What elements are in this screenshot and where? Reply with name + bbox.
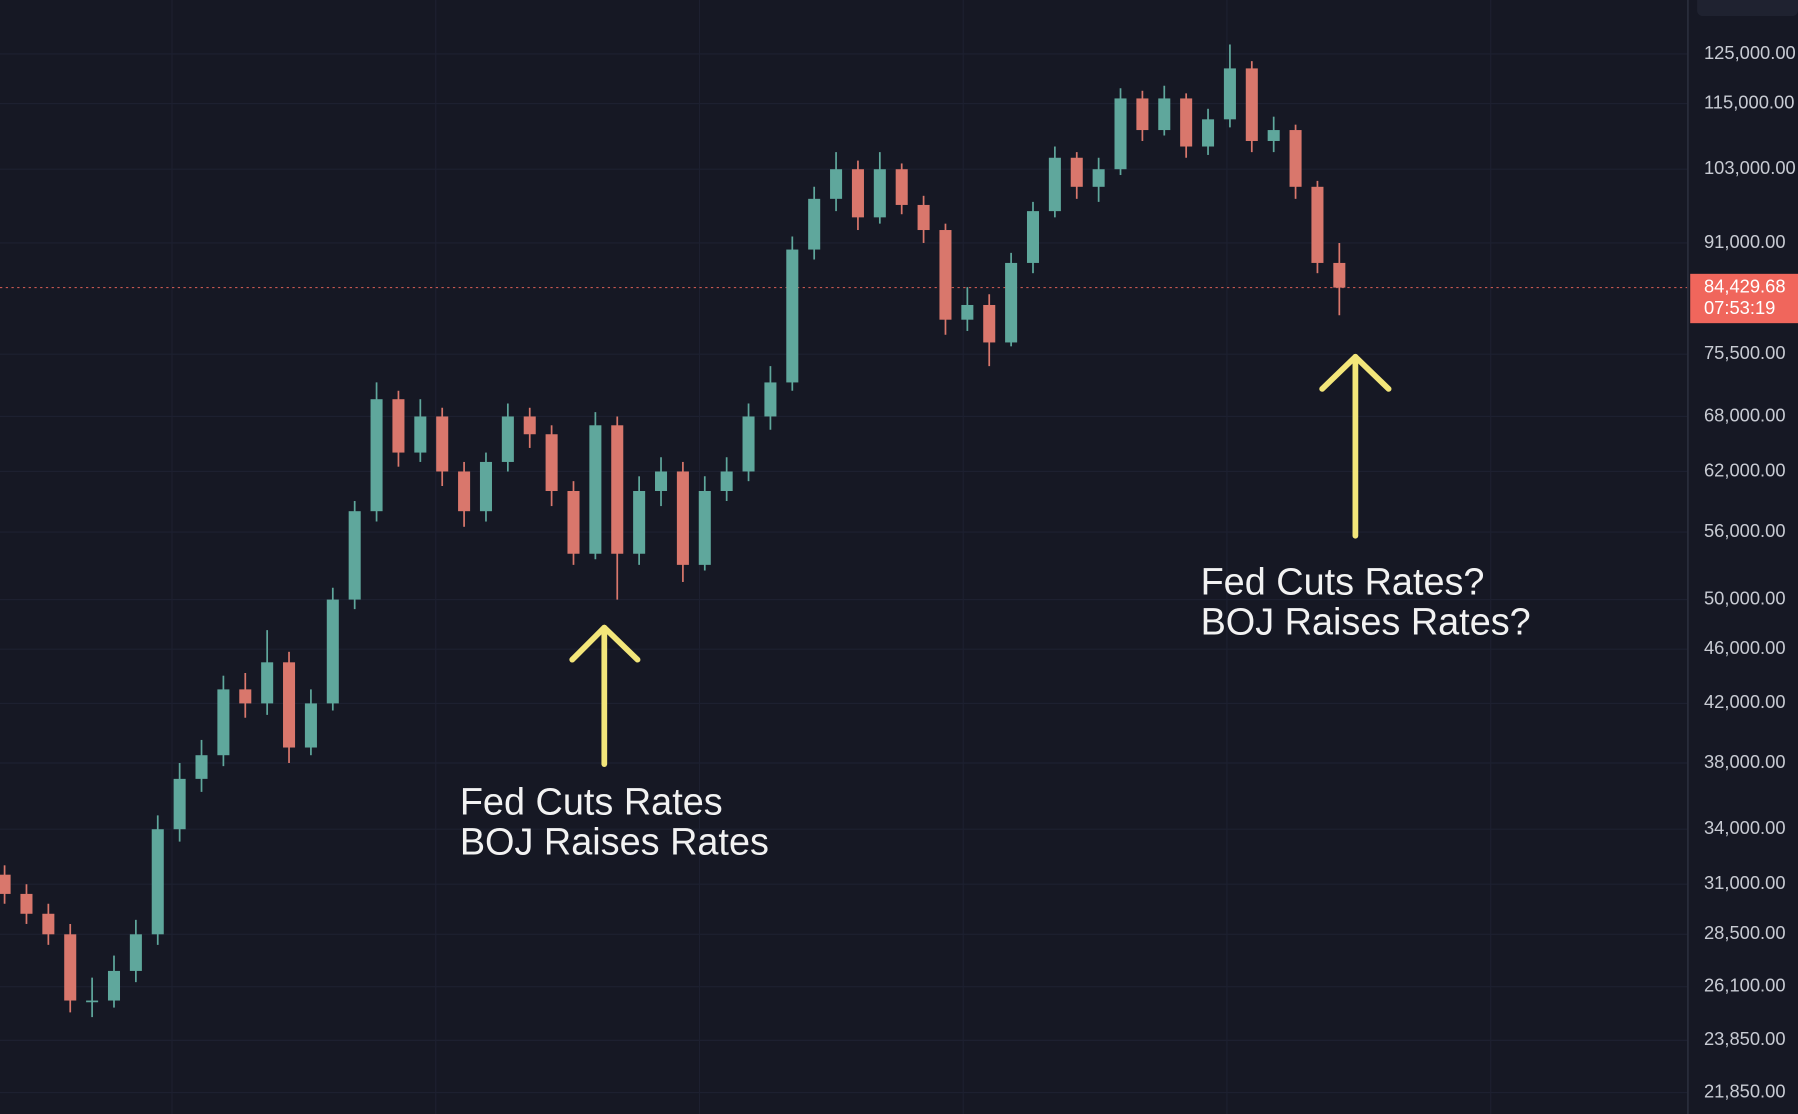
candle-body <box>64 934 77 1001</box>
countdown-label: 07:53:19 <box>1704 297 1775 318</box>
y-tick-label: 21,850.00 <box>1704 1080 1786 1101</box>
candle-body <box>370 399 383 512</box>
annotation: BOJ Raises Rates <box>460 822 769 864</box>
candle-body <box>326 599 339 704</box>
y-tick-label: 125,000.00 <box>1704 42 1796 63</box>
price-labels: 125,000.00 115,000.00 103,000.00 91,000.00 7… <box>1690 42 1798 1101</box>
candle-body <box>1136 98 1149 131</box>
candle-body <box>42 913 55 935</box>
candle-body <box>939 230 952 320</box>
candle-body <box>1158 98 1171 131</box>
candle-body <box>983 304 996 343</box>
candle-body <box>304 703 317 748</box>
candle-body <box>0 874 11 894</box>
candle-body <box>1092 169 1105 187</box>
arrow <box>1319 353 1392 539</box>
toolbar-button[interactable] <box>1697 0 1798 17</box>
candle-body <box>392 399 405 453</box>
candle-body <box>261 662 274 704</box>
candle-body <box>107 970 121 1001</box>
candle-body <box>523 416 536 435</box>
y-tick-label: 42,000.00 <box>1704 691 1786 712</box>
candle-body <box>1311 186 1324 263</box>
candle-body <box>1245 68 1258 141</box>
annotation: BOJ Raises Rates? <box>1201 601 1531 643</box>
candle-body <box>654 471 668 491</box>
candle-body <box>436 416 449 472</box>
candle-body <box>1114 98 1127 170</box>
candle-body <box>458 471 471 512</box>
y-tick-label: 62,000.00 <box>1704 459 1786 480</box>
candle-body <box>961 304 974 320</box>
candle-body <box>414 416 427 453</box>
y-tick-label: 34,000.00 <box>1704 817 1786 838</box>
y-tick-label: 75,500.00 <box>1704 342 1786 363</box>
candle-body <box>20 893 33 914</box>
candle-body <box>676 471 689 565</box>
y-tick-label: 26,100.00 <box>1704 975 1786 996</box>
y-tick-label: 91,000.00 <box>1704 231 1786 252</box>
candle-body <box>873 169 886 218</box>
candle-body <box>1289 130 1302 187</box>
candle-body <box>173 778 186 830</box>
candle-body <box>545 434 558 492</box>
candle-body <box>1070 157 1083 187</box>
last-price-label: 84,429.68 <box>1704 275 1786 296</box>
candle-body <box>851 169 864 218</box>
candle-body <box>589 425 602 554</box>
candle-body <box>764 382 777 417</box>
candle-body <box>129 934 142 971</box>
candle-body <box>808 198 821 250</box>
candle-body <box>720 471 733 491</box>
candle-body <box>698 491 711 565</box>
last-price-box <box>1690 273 1798 324</box>
y-tick-label: 46,000.00 <box>1704 637 1786 658</box>
candle-body <box>1223 68 1236 120</box>
candle-body <box>633 491 646 554</box>
candle-body <box>1048 157 1061 212</box>
arrow <box>569 624 641 767</box>
candle-body <box>742 416 755 472</box>
candle-body <box>895 169 908 205</box>
y-tick-label: 68,000.00 <box>1704 404 1786 425</box>
grid <box>0 53 1688 1094</box>
y-tick-label: 28,500.00 <box>1704 922 1786 943</box>
candle-body <box>239 689 252 704</box>
candle-body <box>1202 119 1215 147</box>
candle-body <box>86 1000 99 1003</box>
y-tick-label: 38,000.00 <box>1704 751 1786 772</box>
candle-body <box>501 416 514 462</box>
annotation: Fed Cuts Rates? <box>1201 561 1485 603</box>
candle-body <box>611 425 624 554</box>
y-tick-label: 23,850.00 <box>1704 1028 1786 1049</box>
candle-body <box>1180 98 1193 147</box>
candle-body <box>830 169 843 199</box>
candles <box>0 44 1346 1018</box>
y-tick-label: 50,000.00 <box>1704 587 1786 608</box>
y-tick-label: 31,000.00 <box>1704 872 1786 893</box>
candle-body <box>917 204 930 231</box>
candle-body <box>1005 262 1018 343</box>
annotation: Fed Cuts Rates <box>460 782 723 824</box>
price-axis <box>1687 0 1798 1114</box>
candle-body <box>151 829 164 935</box>
y-tick-label: 103,000.00 <box>1704 157 1796 178</box>
y-tick-label: 56,000.00 <box>1704 520 1786 541</box>
candle-body <box>1333 262 1346 288</box>
candle-body <box>567 491 580 554</box>
candle-body <box>217 689 230 756</box>
candle-body <box>348 511 361 600</box>
candle-body <box>283 662 296 748</box>
candle-body <box>479 461 492 512</box>
candle-body <box>786 249 799 383</box>
candle-body <box>195 755 208 779</box>
candle-body <box>1026 211 1040 263</box>
candle-body <box>1267 130 1280 141</box>
y-tick-label: 115,000.00 <box>1704 91 1794 112</box>
